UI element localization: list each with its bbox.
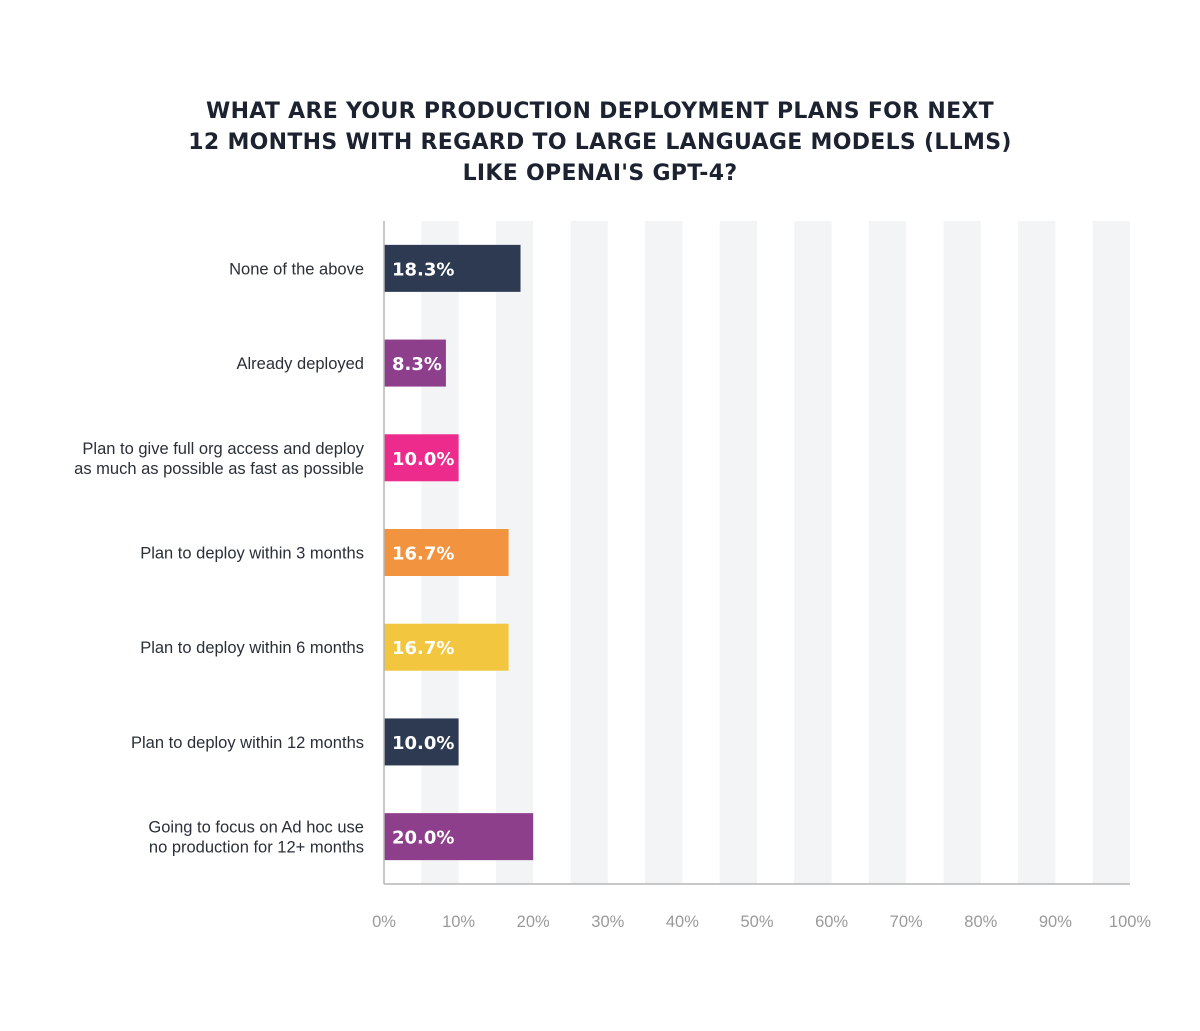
bar-6 [384, 813, 534, 861]
bar-4 [384, 623, 509, 671]
grid-band-7 [943, 221, 981, 884]
x-tick-labels: 0% 10% 20% 30% 40% 50% 60% 70% 80% 90% 100% [372, 913, 1151, 931]
chart-title-line-2: 12 MONTHS WITH REGARD TO LARGE LANGUAGE … [188, 130, 1012, 155]
bar-3 [384, 529, 509, 576]
bars: 18.3% 8.3% 10.0% 16.7% 16.7% 10.0% 20.0% [384, 244, 534, 861]
grid-band-6 [868, 221, 907, 884]
x-tick-label-0: 0% [372, 913, 396, 931]
bar-value-label-2: 10.0% [392, 449, 454, 470]
category-label-line: None of the above [229, 260, 364, 278]
x-tick-label-9: 90% [1039, 913, 1072, 931]
bar-1 [384, 339, 446, 387]
x-tick-label-4: 40% [666, 913, 699, 931]
axes [383, 221, 1130, 885]
category-label-line: Plan to deploy within 12 months [131, 734, 364, 752]
bar-value-label-1: 8.3% [392, 354, 442, 375]
grid-band-8 [1018, 221, 1056, 884]
x-tick-label-2: 20% [517, 913, 550, 931]
category-label-5: Plan to deploy within 12 months [131, 734, 364, 752]
x-tick-label-5: 50% [740, 913, 773, 931]
x-tick-label-10: 100% [1109, 913, 1152, 931]
x-tick-label-1: 10% [442, 913, 475, 931]
x-tick-label-8: 80% [964, 913, 997, 931]
chart-title: WHAT ARE YOUR PRODUCTION DEPLOYMENT PLAN… [100, 96, 1100, 189]
category-label-line: Plan to deploy within 3 months [140, 545, 364, 563]
chart-title-line-3: LIKE OPENAI'S GPT-4? [462, 161, 738, 186]
category-label-line: Going to focus on Ad hoc use [148, 819, 364, 837]
category-label-line: as much as possible as fast as possible [74, 460, 364, 478]
bar-value-label-4: 16.7% [392, 638, 454, 659]
grid-bands [421, 221, 1130, 884]
bar-value-label-3: 16.7% [392, 544, 454, 565]
category-label-1: Already deployed [236, 355, 364, 373]
category-label-line: Plan to give full org access and deploy [82, 440, 364, 458]
category-label-line: Plan to deploy within 6 months [140, 639, 364, 657]
grid-band-5 [794, 221, 832, 884]
category-label-line: Already deployed [236, 355, 364, 373]
grid-band-3 [645, 221, 683, 884]
grid-band-4 [719, 221, 757, 884]
bar-5 [384, 718, 459, 766]
chart-title-line-1: WHAT ARE YOUR PRODUCTION DEPLOYMENT PLAN… [206, 99, 994, 124]
category-label-6: Going to focus on Ad hoc use no productio… [148, 819, 364, 857]
bar-value-label-0: 18.3% [392, 259, 454, 280]
bar-2 [384, 434, 459, 482]
category-labels: None of the above Already deployed Plan to… [74, 260, 365, 856]
category-label-line: no production for 12+ months [149, 839, 364, 857]
bar-value-label-6: 20.0% [392, 828, 454, 849]
category-label-0: None of the above [229, 260, 364, 278]
grid-band-9 [1092, 221, 1130, 884]
category-label-2: Plan to give full org access and deploy a… [74, 440, 365, 478]
x-tick-label-7: 70% [890, 913, 923, 931]
x-tick-label-3: 30% [591, 913, 624, 931]
bar-0 [384, 244, 521, 292]
category-label-4: Plan to deploy within 6 months [140, 639, 364, 657]
grid-band-2 [570, 221, 608, 884]
category-label-3: Plan to deploy within 3 months [140, 545, 364, 563]
bar-value-label-5: 10.0% [392, 733, 454, 754]
x-tick-label-6: 60% [815, 913, 848, 931]
